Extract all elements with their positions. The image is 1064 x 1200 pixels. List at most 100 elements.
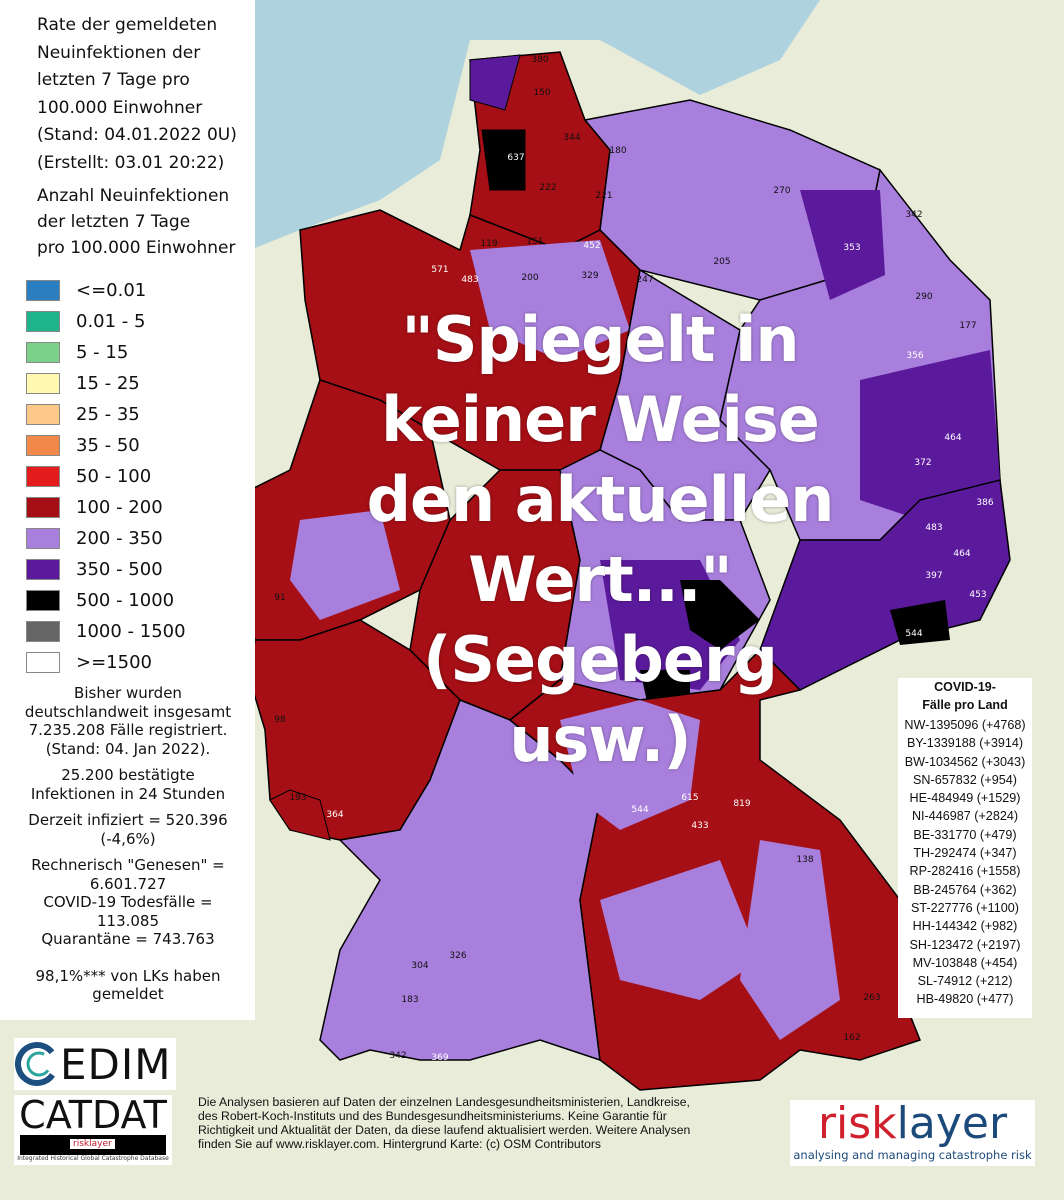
legend-item: 0.01 - 5 <box>26 306 186 337</box>
state-cases-row: BW-1034562 (+3043) <box>904 754 1026 769</box>
region-nrw-purple <box>290 510 400 620</box>
district-value-label: 544 <box>631 805 648 815</box>
stat-infected: Derzeit infiziert = 520.396 <box>28 811 228 829</box>
legend-swatch <box>26 652 60 673</box>
stat-text: gemeldet <box>92 985 164 1003</box>
region-berlin-east <box>860 350 1000 520</box>
district-value-label: 342 <box>389 1051 406 1061</box>
overlay-quote-line: den aktuellen <box>366 463 835 536</box>
legend-title-line: der letzten 7 Tage <box>37 212 191 232</box>
legend-title: Anzahl Neuinfektionen der letzten 7 Tage… <box>37 183 235 261</box>
legend-label: <=0.01 <box>76 280 147 301</box>
district-value-label: 180 <box>609 146 626 156</box>
state-cases-row: NI-446987 (+2824) <box>911 809 1019 824</box>
district-value-label: 353 <box>843 243 860 253</box>
stat-text: deutschlandweit insgesamt <box>24 702 232 721</box>
district-value-label: 372 <box>914 458 931 468</box>
legend-swatch <box>26 528 60 549</box>
district-value-label: 433 <box>691 821 708 831</box>
legend-swatch <box>26 311 60 332</box>
district-value-label: 397 <box>925 571 942 581</box>
legend-swatch <box>26 497 60 518</box>
district-value-label: 183 <box>401 995 418 1005</box>
district-value-label: 119 <box>480 239 497 249</box>
legend-item: <=0.01 <box>26 275 186 306</box>
district-value-label: 344 <box>563 133 580 143</box>
header-line: COVID-19- <box>934 680 996 694</box>
overlay-quote-line: keiner Weise <box>381 383 820 456</box>
legend-item: >=1500 <box>26 647 186 678</box>
legend-label: 0.01 - 5 <box>76 311 146 332</box>
overlay-quote-line: "Spiegelt in <box>401 303 800 376</box>
region-segeberg <box>481 129 526 191</box>
district-value-label: 138 <box>796 855 813 865</box>
footer-line: finden Sie auf www.risklayer.com. Hinter… <box>198 1137 602 1151</box>
legend-label: 1000 - 1500 <box>76 621 186 642</box>
cedim-ring-icon <box>15 1042 59 1086</box>
state-rows: NW-1395096 (+4768) BY-1339188 (+3914) BW-1… <box>898 716 1032 1009</box>
legend-item: 35 - 50 <box>26 430 186 461</box>
state-cases-row: NW-1395096 (+4768) <box>904 718 1026 732</box>
state-cases-row: HB-49820 (+477) <box>916 992 1014 1007</box>
legend-label: 350 - 500 <box>76 559 163 580</box>
district-value-label: 464 <box>944 433 961 443</box>
header-line: Fälle pro Land <box>922 698 1008 712</box>
legend-title-line: Anzahl Neuinfektionen <box>37 186 230 206</box>
district-value-label: 329 <box>581 271 598 281</box>
state-cases-row: BE-331770 (+479) <box>913 827 1017 842</box>
legend-label: >=1500 <box>76 652 152 673</box>
district-value-label: 342 <box>905 210 922 220</box>
district-value-label: 263 <box>863 993 880 1003</box>
district-value-label: 270 <box>773 186 790 196</box>
legend-swatch <box>26 435 60 456</box>
district-value-label: 571 <box>431 265 448 275</box>
region-by-purple-3 <box>740 840 840 1040</box>
legend: <=0.01 0.01 - 5 5 - 15 15 - 25 25 - 35 35 - 5… <box>26 275 186 678</box>
legend-label: 500 - 1000 <box>76 590 175 611</box>
district-value-label: 290 <box>915 292 932 302</box>
district-value-label: 221 <box>595 191 612 201</box>
region-bw <box>319 699 601 1062</box>
title-line: 100.000 Einwohner <box>37 97 203 118</box>
legend-item: 15 - 25 <box>26 368 186 399</box>
district-value-label: 193 <box>289 793 306 803</box>
cedim-logo: EDIM <box>14 1038 176 1090</box>
legend-item: 1000 - 1500 <box>26 616 186 647</box>
catdat-logo: CATDAT risklayer Integrated Historical G… <box>14 1095 172 1165</box>
footer-disclaimer: Die Analysen basieren auf Daten der einz… <box>198 1095 783 1151</box>
overlay-quote-line: Wert..." <box>468 543 732 616</box>
district-value-label: 205 <box>713 257 730 267</box>
risklayer-logo-layer: layer <box>896 1098 1008 1149</box>
legend-swatch <box>26 280 60 301</box>
legend-label: 35 - 50 <box>76 435 140 456</box>
district-value-label: 637 <box>507 153 524 163</box>
legend-item: 50 - 100 <box>26 461 186 492</box>
district-value-label: 98 <box>274 715 286 725</box>
stat-recovered: 6.601.727 <box>89 874 167 893</box>
legend-label: 50 - 100 <box>76 466 152 487</box>
title-created: (Erstellt: 03.01 20:22) <box>37 152 225 173</box>
cases-per-state-box: COVID-19- Fälle pro Land NW-1395096 (+476… <box>898 678 1032 1018</box>
district-value-label: 177 <box>959 321 976 331</box>
legend-title-line: pro 100.000 Einwohner <box>37 238 236 258</box>
state-cases-row: TH-292474 (+347) <box>913 846 1017 861</box>
district-value-label: 356 <box>906 351 923 361</box>
overlay-quote-line: (Segeberg <box>423 623 778 696</box>
region-th-black <box>680 580 760 650</box>
district-value-label: 151 <box>526 237 543 247</box>
stat-total-cases: 7.235.208 Fälle registriert. <box>28 721 228 739</box>
region-by-purple <box>560 700 700 830</box>
stat-infected-change: (-4,6%) <box>100 829 156 848</box>
district-value-label: 483 <box>925 523 942 533</box>
map-title: Rate der gemeldeten Neuinfektionen der l… <box>37 12 237 177</box>
district-value-label: 222 <box>539 183 556 193</box>
legend-swatch <box>26 466 60 487</box>
region-by-purple-2 <box>600 860 760 1000</box>
legend-label: 5 - 15 <box>76 342 129 363</box>
legend-label: 25 - 35 <box>76 404 140 425</box>
region-bb-dark <box>800 190 885 300</box>
district-value-label: 452 <box>583 241 600 251</box>
catdat-badge: risklayer <box>70 1139 115 1149</box>
stat-text: Bisher wurden <box>74 684 182 702</box>
